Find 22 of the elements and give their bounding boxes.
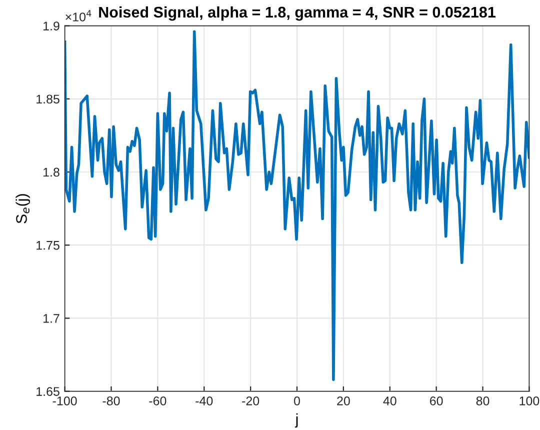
x-tick-label: 0 bbox=[294, 396, 300, 406]
x-tick-label: -80 bbox=[102, 396, 120, 406]
y-tick-label: 1.9 bbox=[44, 22, 60, 30]
y-axis-title: S$_{e}$(j) bbox=[16, 194, 30, 224]
y-tick-label: 1.8 bbox=[44, 168, 60, 177]
x-tick-label: 60 bbox=[430, 396, 443, 406]
y-tick-label: 1.65 bbox=[36, 387, 60, 396]
text: ×10$^{4}$ bbox=[66, 10, 92, 22]
x-tick-label: -40 bbox=[196, 396, 213, 406]
x-tick-label: -100 bbox=[52, 396, 77, 406]
x-tick-label: 80 bbox=[476, 396, 490, 406]
y-tick-label: 1.7 bbox=[44, 314, 60, 323]
y-tick-label: 1.85 bbox=[36, 94, 60, 104]
chart-title: Noised Signal, alpha = 1.8, gamma = 4, SNR = 0.052181 bbox=[99, 6, 496, 21]
x-tick-label: 20 bbox=[337, 396, 350, 406]
x-axis-title: j bbox=[294, 413, 298, 428]
x-tick-label: -20 bbox=[242, 396, 260, 406]
y-tick-label: 1.75 bbox=[36, 241, 60, 250]
x-tick-label: -60 bbox=[149, 396, 166, 406]
line-series bbox=[64, 30, 530, 381]
x-tick-label: 40 bbox=[383, 396, 396, 406]
x-tick-label: 100 bbox=[520, 396, 540, 406]
